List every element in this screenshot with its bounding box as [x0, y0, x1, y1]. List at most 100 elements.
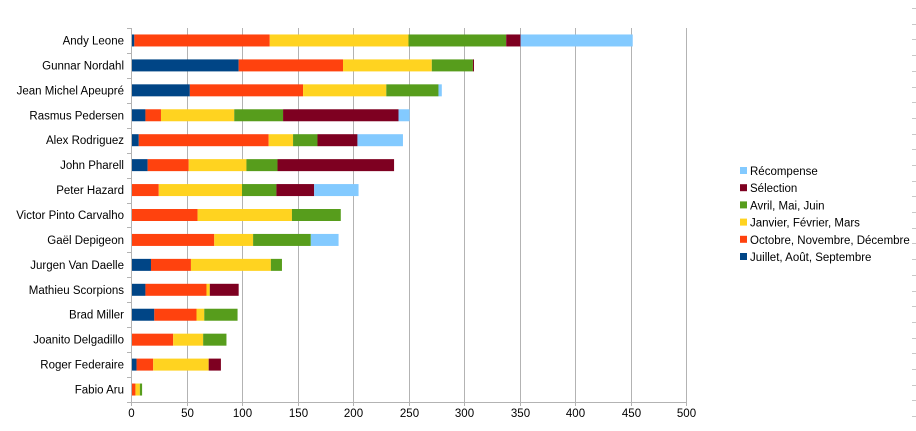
bar-segment [131, 333, 174, 346]
bar-segment [190, 258, 271, 271]
bar-segment [158, 184, 242, 197]
category-label: Victor Pinto Carvalho [16, 210, 124, 222]
bar-segment [131, 209, 198, 221]
x-tick-label: 200 [344, 408, 363, 420]
legend-swatch [740, 184, 747, 192]
category-label: Gunnar Nordahl [42, 60, 124, 72]
bar-segment [209, 283, 239, 296]
bar-segment [242, 184, 277, 197]
x-tick-label: 450 [622, 408, 641, 420]
bar-segment [472, 59, 474, 72]
bar-segment [357, 134, 403, 147]
bar-segment [131, 84, 190, 97]
legend-label: Sélection [750, 183, 797, 195]
category-label: Peter Hazard [56, 185, 124, 197]
bar-segment [206, 283, 210, 296]
bar-segment [145, 283, 207, 296]
legend-swatch [740, 253, 747, 260]
bar-segment [139, 383, 143, 396]
x-tick-label: 500 [677, 408, 696, 420]
legend-label: Récompense [750, 166, 818, 178]
bar-segment [134, 34, 270, 47]
bar-segment [520, 34, 633, 47]
category-label: Rasmus Pedersen [29, 110, 124, 122]
bar-segment [188, 159, 247, 172]
legend-label: Juillet, Août, Septembre [750, 252, 871, 264]
bar-segment [208, 358, 221, 371]
x-tick-label: 150 [289, 408, 308, 420]
x-tick-label: 50 [181, 408, 194, 420]
bar-segment [506, 34, 521, 47]
bar-segment [196, 308, 205, 321]
bar-segment [189, 84, 304, 97]
legend-label: Octobre, Novembre, Décembre [750, 235, 910, 247]
category-label: Andy Leone [63, 35, 124, 47]
bar-segment [238, 59, 344, 72]
bar-segment [138, 134, 269, 147]
bar-segment [131, 308, 155, 321]
bar-segment [131, 358, 137, 371]
bar-segment [147, 159, 189, 172]
category-label: Fabio Aru [75, 385, 124, 397]
bar-segment [131, 258, 151, 271]
bar-segment [154, 308, 197, 321]
bar-segment [131, 134, 139, 147]
bar-segment [303, 84, 387, 97]
category-label: John Pharell [60, 160, 124, 172]
bar-segment [314, 184, 359, 197]
bar-segment [269, 34, 409, 47]
bar-segment [438, 84, 442, 97]
bar-segment [204, 308, 238, 321]
bar-segment [310, 233, 339, 246]
bar-segment [277, 159, 395, 172]
bar-segment [408, 34, 507, 47]
bar-segment [246, 159, 278, 172]
bar-segment [131, 383, 136, 396]
bar-segment [131, 34, 135, 47]
category-label: Alex Rodriguez [46, 135, 124, 147]
legend-label: Janvier, Février, Mars [750, 218, 860, 230]
category-label: Jean Michel Apeupré [17, 85, 124, 97]
legend-swatch [740, 201, 747, 209]
bar-segment [160, 109, 235, 122]
x-tick-label: 400 [566, 408, 585, 420]
category-label: Mathieu Scorpions [29, 285, 124, 297]
x-tick-label: 250 [400, 408, 419, 420]
bar-segment [173, 333, 204, 346]
legend-swatch [740, 235, 747, 243]
bar-segment [317, 134, 358, 147]
bar-segment [283, 109, 399, 122]
bar-segment [131, 109, 146, 122]
bar-segment [145, 109, 161, 122]
bar-segment [131, 59, 239, 72]
bar-segment [135, 383, 140, 396]
bar-segment [203, 333, 227, 346]
bar-segment [214, 233, 254, 246]
x-tick-label: 0 [128, 408, 134, 420]
bar-segment [153, 358, 209, 371]
bar-segment [150, 258, 191, 271]
x-tick-label: 100 [233, 408, 252, 420]
legend-swatch [740, 218, 747, 226]
x-tick-label: 300 [455, 408, 474, 420]
bar-segment [131, 159, 148, 172]
bar-segment [234, 109, 284, 122]
bar-segment [131, 283, 146, 296]
bar-segment [398, 109, 410, 122]
legend-label: Avril, Mai, Juin [750, 200, 825, 212]
category-label: Jurgen Van Daelle [30, 260, 124, 272]
bar-segment [253, 233, 311, 246]
bar-segment [431, 59, 473, 72]
bar-segment [293, 134, 318, 147]
category-label: Joanito Delgadillo [33, 335, 124, 347]
bar-segment [131, 184, 159, 197]
bar-segment [291, 209, 341, 221]
bar-segment [270, 258, 282, 271]
category-label: Gaël Depigeon [47, 235, 124, 247]
x-tick-label: 350 [511, 408, 530, 420]
bar-segment [136, 358, 154, 371]
bar-segment [197, 209, 292, 221]
category-label: Brad Miller [69, 310, 124, 322]
